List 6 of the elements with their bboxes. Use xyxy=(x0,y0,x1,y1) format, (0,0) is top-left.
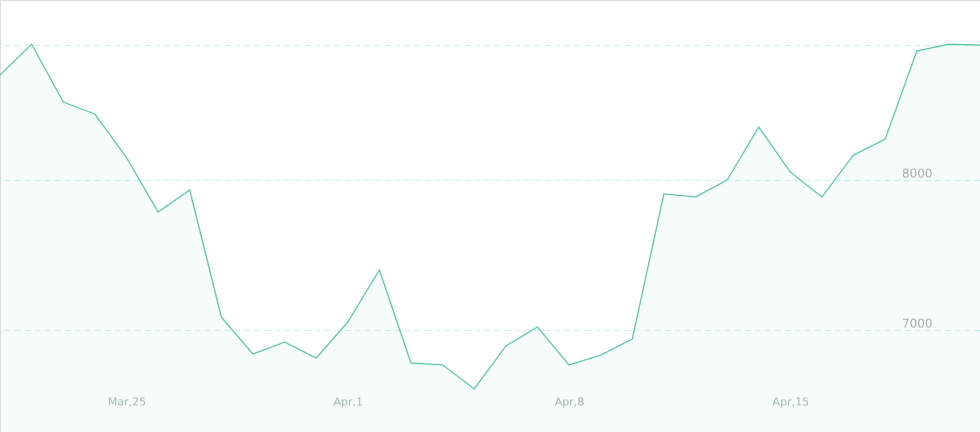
x-tick-label: Apr,1 xyxy=(333,396,364,408)
y-tick-label: 7000 xyxy=(902,316,932,330)
y-tick-label: 8000 xyxy=(902,166,932,180)
x-tick-label: Apr,8 xyxy=(554,396,584,408)
x-tick-label: Mar,25 xyxy=(108,396,146,408)
x-tick-label: Apr,15 xyxy=(772,396,810,408)
